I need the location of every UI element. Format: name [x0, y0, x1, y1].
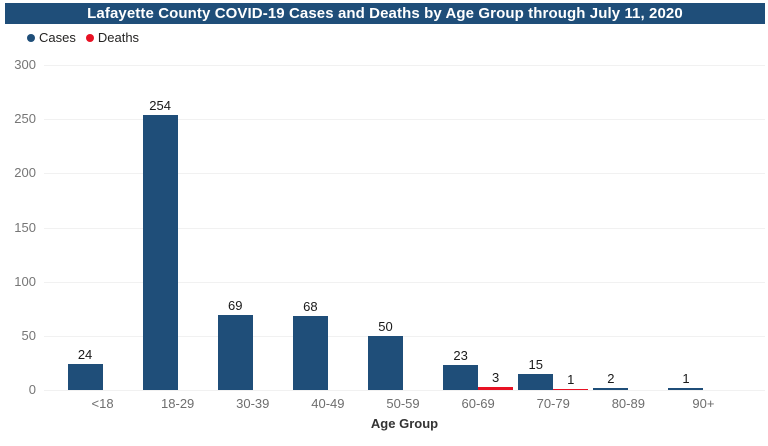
- y-axis-tick-label: 200: [14, 165, 36, 181]
- cases-data-label: 23: [453, 348, 468, 364]
- cases-bar[interactable]: [142, 114, 178, 390]
- cases-bar[interactable]: [518, 373, 554, 390]
- cases-data-label: 15: [528, 356, 543, 372]
- x-axis-tick-label: 70-79: [536, 396, 570, 411]
- x-axis-tick-label: 30-39: [236, 396, 270, 411]
- x-axis-tick-label: 60-69: [461, 396, 495, 411]
- cases-data-label: 2: [607, 370, 615, 386]
- gridline: [44, 335, 765, 337]
- gridline: [44, 173, 765, 175]
- cases-data-label: 69: [228, 298, 243, 314]
- y-axis-tick-label: 250: [14, 111, 36, 127]
- cases-bar[interactable]: [593, 387, 629, 390]
- legend-item-deaths[interactable]: Deaths: [85, 30, 140, 45]
- gridline: [44, 390, 765, 391]
- cases-data-label: 50: [378, 318, 393, 334]
- gridline: [44, 227, 765, 229]
- deaths-legend-dot-icon: [85, 33, 94, 42]
- cases-legend-label: Cases: [39, 30, 76, 45]
- cases-bar[interactable]: [443, 365, 479, 390]
- deaths-data-label: 3: [491, 369, 500, 385]
- y-axis-tick-label: 150: [14, 219, 36, 235]
- x-axis-tick-label: 90+: [692, 396, 715, 411]
- x-axis-title: Age Group: [370, 416, 439, 431]
- deaths-bar[interactable]: [478, 386, 514, 390]
- gridline: [44, 65, 765, 66]
- x-axis-tick-label: 40-49: [311, 396, 345, 411]
- x-axis-tick-label: 50-59: [386, 396, 420, 411]
- deaths-legend-label: Deaths: [97, 30, 140, 45]
- y-axis-tick-label: 50: [21, 327, 36, 343]
- y-axis-tick-label: 0: [28, 382, 36, 397]
- cases-bar[interactable]: [368, 335, 403, 390]
- deaths-bar[interactable]: [553, 388, 589, 390]
- x-axis-tick-label: <18: [91, 396, 114, 411]
- deaths-data-label: 1: [567, 371, 575, 387]
- cases-data-label: 1: [682, 371, 690, 387]
- legend-item-cases[interactable]: Cases: [27, 30, 76, 45]
- cases-bar[interactable]: [67, 364, 103, 390]
- x-axis-tick-label: 80-89: [611, 396, 645, 411]
- gridline: [44, 119, 765, 121]
- cases-bar[interactable]: [217, 315, 253, 390]
- cases-data-label: 254: [149, 97, 171, 113]
- cases-legend-dot-icon: [27, 33, 35, 42]
- cases-bar[interactable]: [668, 388, 704, 390]
- legend: Cases Deaths: [27, 30, 139, 45]
- chart-title: Lafayette County COVID-19 Cases and Deat…: [87, 5, 683, 22]
- cases-data-label: 24: [77, 347, 93, 362]
- x-axis-tick-label: 18-29: [161, 396, 195, 411]
- y-axis-tick-label: 100: [14, 273, 36, 289]
- y-axis-tick-label: 300: [14, 57, 36, 72]
- cases-bar[interactable]: [292, 316, 328, 390]
- chart-title-bar: Lafayette County COVID-19 Cases and Deat…: [5, 3, 765, 24]
- cases-data-label: 68: [303, 299, 318, 315]
- gridline: [44, 281, 765, 283]
